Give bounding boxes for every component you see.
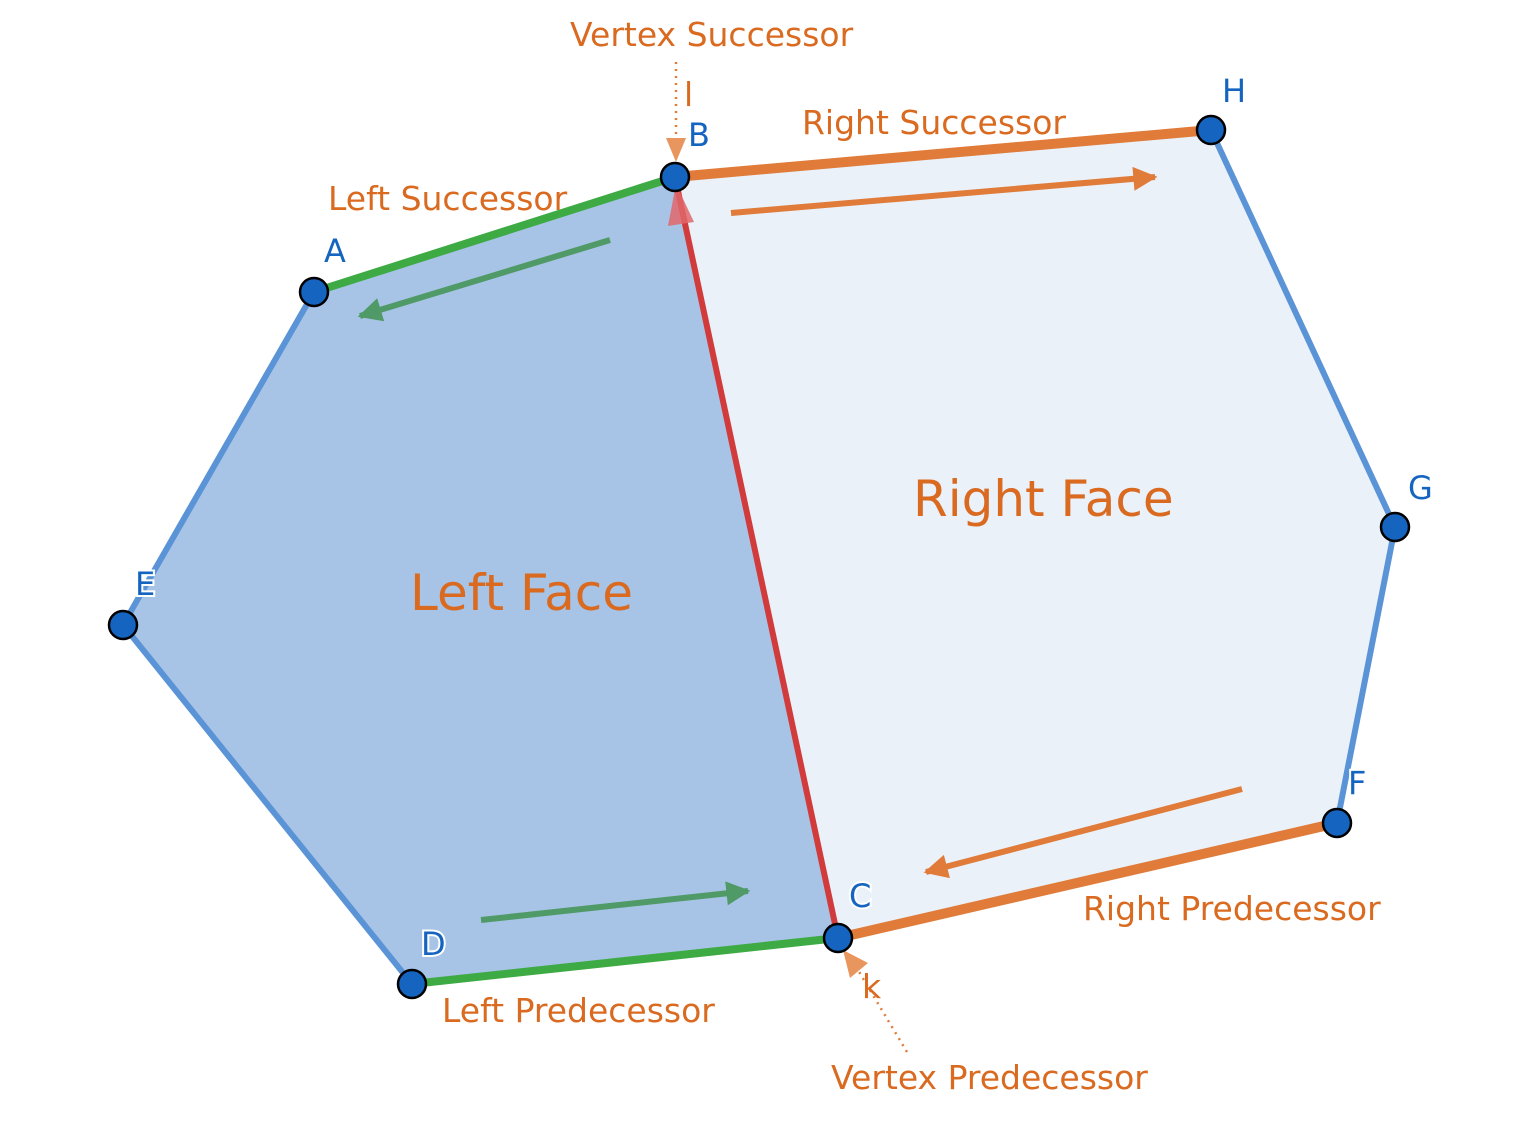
vertex-predecessor-arrowhead [843,950,868,978]
vertex-label-f: F [1348,764,1366,802]
edge-left-successor [312,173,677,296]
right-face-label: Right Face [913,470,1174,528]
left-predecessor-label: Left Predecessor [442,991,715,1030]
left-successor-label: Left Successor [328,179,568,218]
vertex-successor-label: Vertex Successor [570,15,854,54]
vertex-label-b: B [688,116,710,154]
vertex-label-a: A [324,232,346,270]
vertex-predecessor-pointer [853,964,909,1053]
edge-h-g [1208,128,1398,529]
vertex-label-g: G [1408,469,1433,507]
vertex-label-h: H [1222,72,1246,110]
vertex-f[interactable] [1321,807,1353,839]
edge-main-arrowhead [668,184,694,226]
edge-main-c-b [672,176,841,939]
edge-a-e [120,290,317,627]
vertex-c[interactable] [822,922,854,954]
right-face-region [675,130,1395,938]
vertex-successor-edge-label: l [684,75,693,114]
right-successor-direction-arrow [730,166,1158,216]
vertex-predecessor-edge-label: k [862,967,882,1006]
vertex-label-c: C [849,877,871,915]
edge-left-predecessor [411,934,839,988]
edge-right-predecessor [836,818,1339,943]
edge-e-d [120,623,415,986]
vertex-b[interactable] [659,161,691,193]
vertex-g[interactable] [1379,511,1411,543]
vertex-successor-arrowhead [666,138,686,162]
left-successor-direction-arrow [357,237,611,322]
vertex-e[interactable] [107,609,139,641]
edge-g-f [1334,526,1398,824]
edge-right-successor [674,125,1212,182]
left-predecessor-direction-arrow [480,881,751,923]
right-predecessor-label: Right Predecessor [1083,889,1381,928]
left-face-region [123,177,838,984]
right-successor-label: Right Successor [802,103,1066,142]
right-predecessor-direction-arrow [923,786,1243,879]
vertex-h[interactable] [1195,114,1227,146]
vertex-a[interactable] [298,276,330,308]
left-face-label: Left Face [410,564,633,622]
vertex-label-d: D [421,925,446,963]
vertex-label-e: E [135,565,155,603]
vertex-d[interactable] [396,968,428,1000]
vertex-predecessor-label: Vertex Predecessor [831,1058,1148,1097]
